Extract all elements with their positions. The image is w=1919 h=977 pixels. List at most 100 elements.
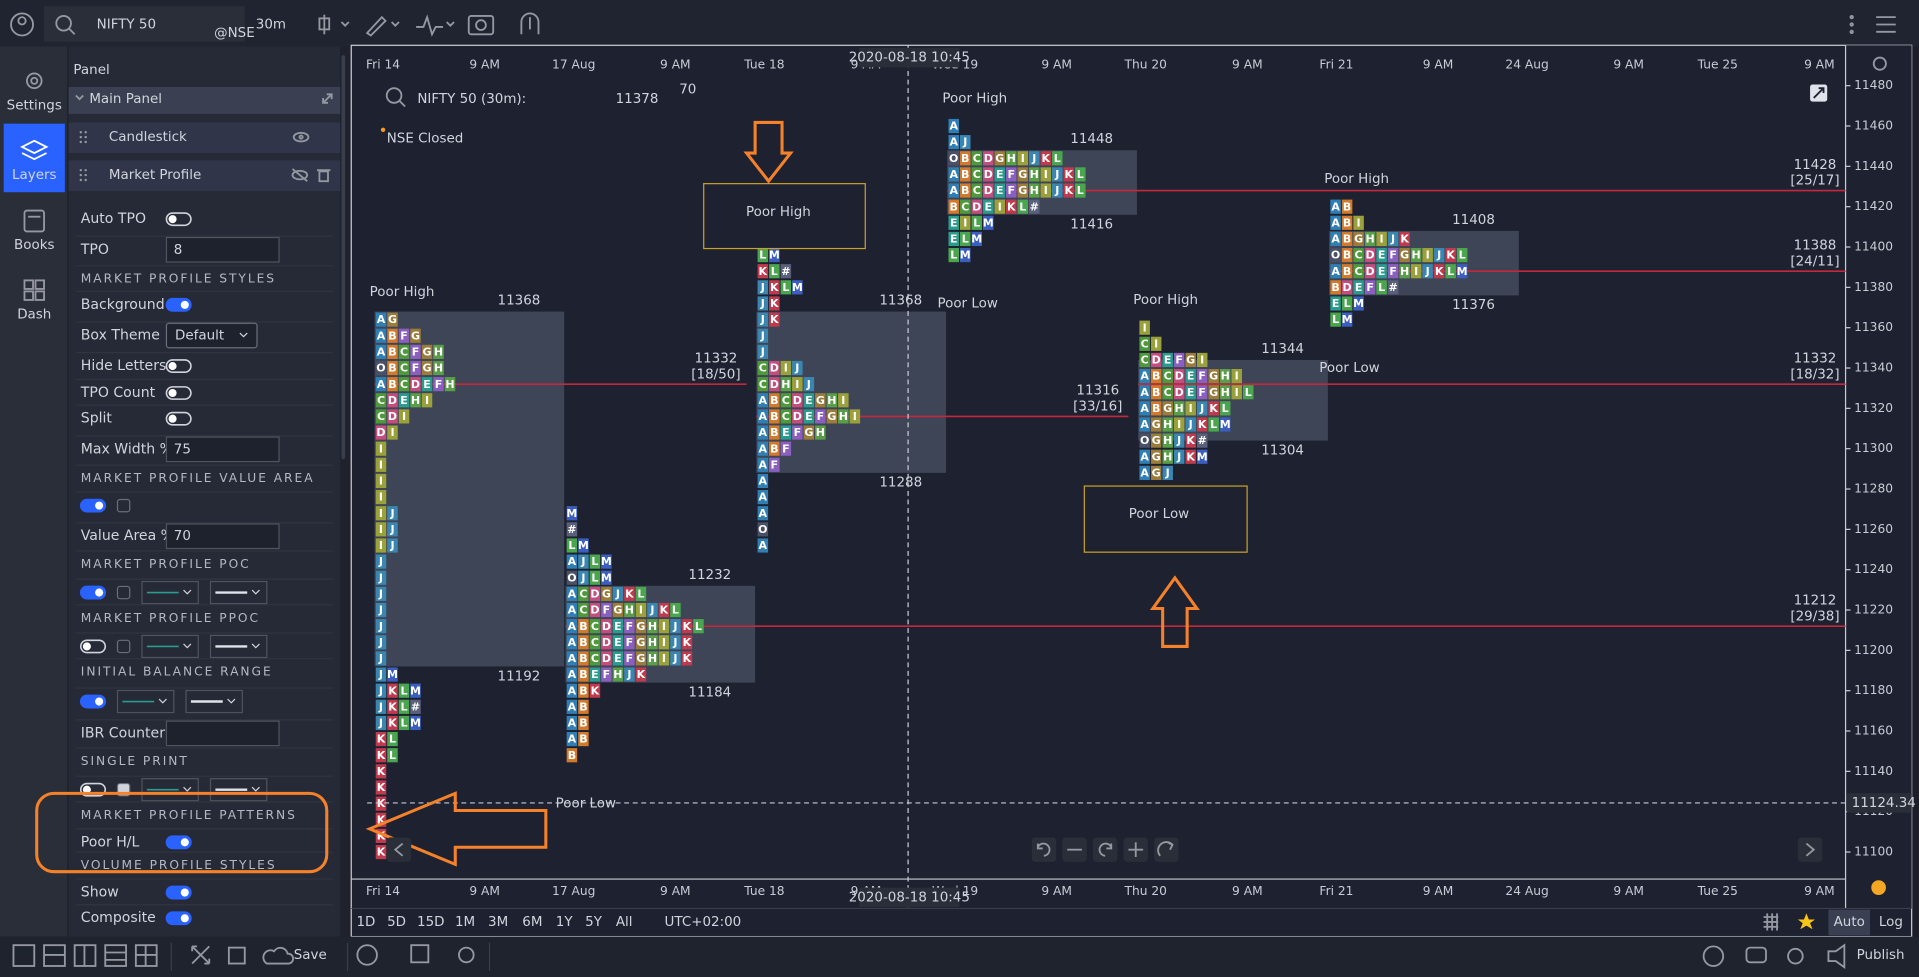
select-box[interactable] — [165, 322, 258, 349]
line-select[interactable] — [141, 634, 199, 659]
range-button[interactable]: 5D — [387, 915, 406, 930]
symbol[interactable]: NIFTY 50 — [97, 17, 156, 32]
line-select[interactable] — [141, 580, 199, 605]
zoom-icon[interactable] — [385, 87, 403, 104]
layer-name[interactable]: Candlestick — [109, 130, 187, 145]
toggle[interactable] — [79, 639, 107, 654]
range-button[interactable]: 6M — [522, 915, 542, 930]
line-select[interactable] — [116, 689, 175, 714]
expand-icon[interactable] — [322, 93, 333, 104]
tpo-cell — [982, 167, 994, 182]
scale-button[interactable]: Auto — [1834, 915, 1865, 930]
layer-row[interactable] — [68, 122, 341, 154]
tpo-cell — [1242, 385, 1254, 400]
tpo-cell — [1162, 449, 1173, 464]
axis-settings[interactable] — [1872, 56, 1887, 71]
tpo-cell — [658, 619, 670, 634]
range-button[interactable]: 1Y — [556, 915, 574, 930]
layout-icons[interactable] — [12, 943, 1846, 969]
input-box[interactable] — [165, 523, 280, 550]
notification-dot[interactable] — [1871, 880, 1886, 895]
line-select[interactable] — [185, 689, 243, 714]
sidebar-label[interactable]: Books — [14, 238, 54, 253]
toolbar-icons[interactable] — [318, 12, 1896, 37]
layer-icons[interactable] — [291, 131, 331, 183]
scale-button[interactable]: Log — [1879, 915, 1903, 930]
tpo-cell — [1185, 385, 1196, 400]
tpo-cell — [375, 635, 387, 650]
save-button[interactable]: Save — [294, 948, 327, 963]
checkbox[interactable] — [116, 639, 131, 654]
y-tick-label: 11400 — [1854, 240, 1893, 254]
toggle[interactable] — [165, 386, 192, 400]
line-select[interactable] — [141, 778, 199, 802]
input-box[interactable] — [165, 436, 280, 463]
group-bar[interactable] — [68, 86, 341, 114]
interval[interactable]: 30m — [256, 17, 286, 32]
range-button[interactable]: 5Y — [585, 915, 603, 930]
tpo-cell — [994, 199, 1006, 214]
tpo-row: AGJ — [1140, 466, 1169, 479]
tpo-cell — [635, 619, 647, 634]
sidebar-label[interactable]: Dash — [17, 308, 51, 323]
range-button[interactable]: 1M — [455, 915, 475, 930]
tpo-cell — [757, 393, 769, 408]
line-select[interactable] — [209, 580, 268, 605]
annotation-box[interactable] — [1083, 485, 1248, 553]
tpo-cell — [578, 602, 589, 618]
favorite[interactable] — [1797, 913, 1815, 930]
vah-label: 11344 — [1261, 342, 1304, 357]
timezone[interactable]: UTC+02:00 — [665, 915, 742, 930]
toggle[interactable] — [79, 782, 107, 797]
tpo-cell — [375, 393, 387, 408]
tpo-row: A — [759, 539, 768, 552]
tpo-cell — [1410, 264, 1422, 279]
tpo-cell — [681, 635, 693, 650]
tpo-cell — [1387, 280, 1399, 295]
sidebar-label[interactable]: Settings — [7, 98, 62, 113]
input-box[interactable] — [165, 720, 280, 747]
tpo-cell — [757, 296, 769, 311]
tpo-cell — [769, 377, 780, 392]
tpo-cell — [1196, 352, 1208, 368]
input-box[interactable] — [165, 236, 280, 263]
publish-button[interactable]: Publish — [1857, 948, 1905, 963]
group-name[interactable]: Main Panel — [89, 92, 162, 107]
tpo-cell — [1185, 368, 1196, 384]
toggle[interactable] — [165, 359, 192, 373]
tpo-cell — [1162, 417, 1173, 432]
toggle[interactable] — [165, 411, 192, 426]
tpo-row: J — [378, 571, 383, 584]
line-select[interactable] — [209, 778, 268, 802]
range-button[interactable]: 15D — [417, 915, 444, 930]
bottom-icons[interactable] — [1763, 913, 1779, 931]
tpo-cell — [971, 151, 983, 166]
tpo-cell — [624, 667, 635, 682]
tpo-row: J — [378, 555, 383, 568]
tpo-cell — [589, 651, 601, 666]
tpo-cell — [1231, 385, 1242, 400]
user-icon[interactable] — [10, 12, 34, 37]
tpo-cell — [1185, 433, 1196, 448]
range-button[interactable]: All — [616, 915, 633, 930]
chart-nav[interactable] — [386, 837, 1823, 862]
tpo-row: ABF — [759, 442, 790, 455]
tpo-cell — [566, 619, 578, 634]
tpo-cell — [757, 473, 769, 489]
sidebar-label[interactable]: Layers — [12, 168, 57, 183]
line-select[interactable] — [209, 634, 268, 659]
range-button[interactable]: 3M — [488, 915, 508, 930]
tpo-cell — [578, 570, 589, 585]
range-button[interactable]: 1D — [356, 915, 375, 930]
checkbox[interactable] — [116, 498, 131, 513]
checkbox[interactable] — [116, 585, 131, 600]
search-box[interactable] — [44, 6, 245, 42]
y-tick-label: 11160 — [1854, 724, 1893, 738]
layer-name[interactable]: Market Profile — [109, 168, 201, 183]
toggle[interactable] — [165, 212, 192, 227]
tpo-cell — [375, 570, 387, 585]
panel-scrollbar[interactable] — [341, 55, 346, 460]
annotation-box[interactable] — [703, 183, 866, 250]
layer-row[interactable] — [68, 160, 341, 191]
